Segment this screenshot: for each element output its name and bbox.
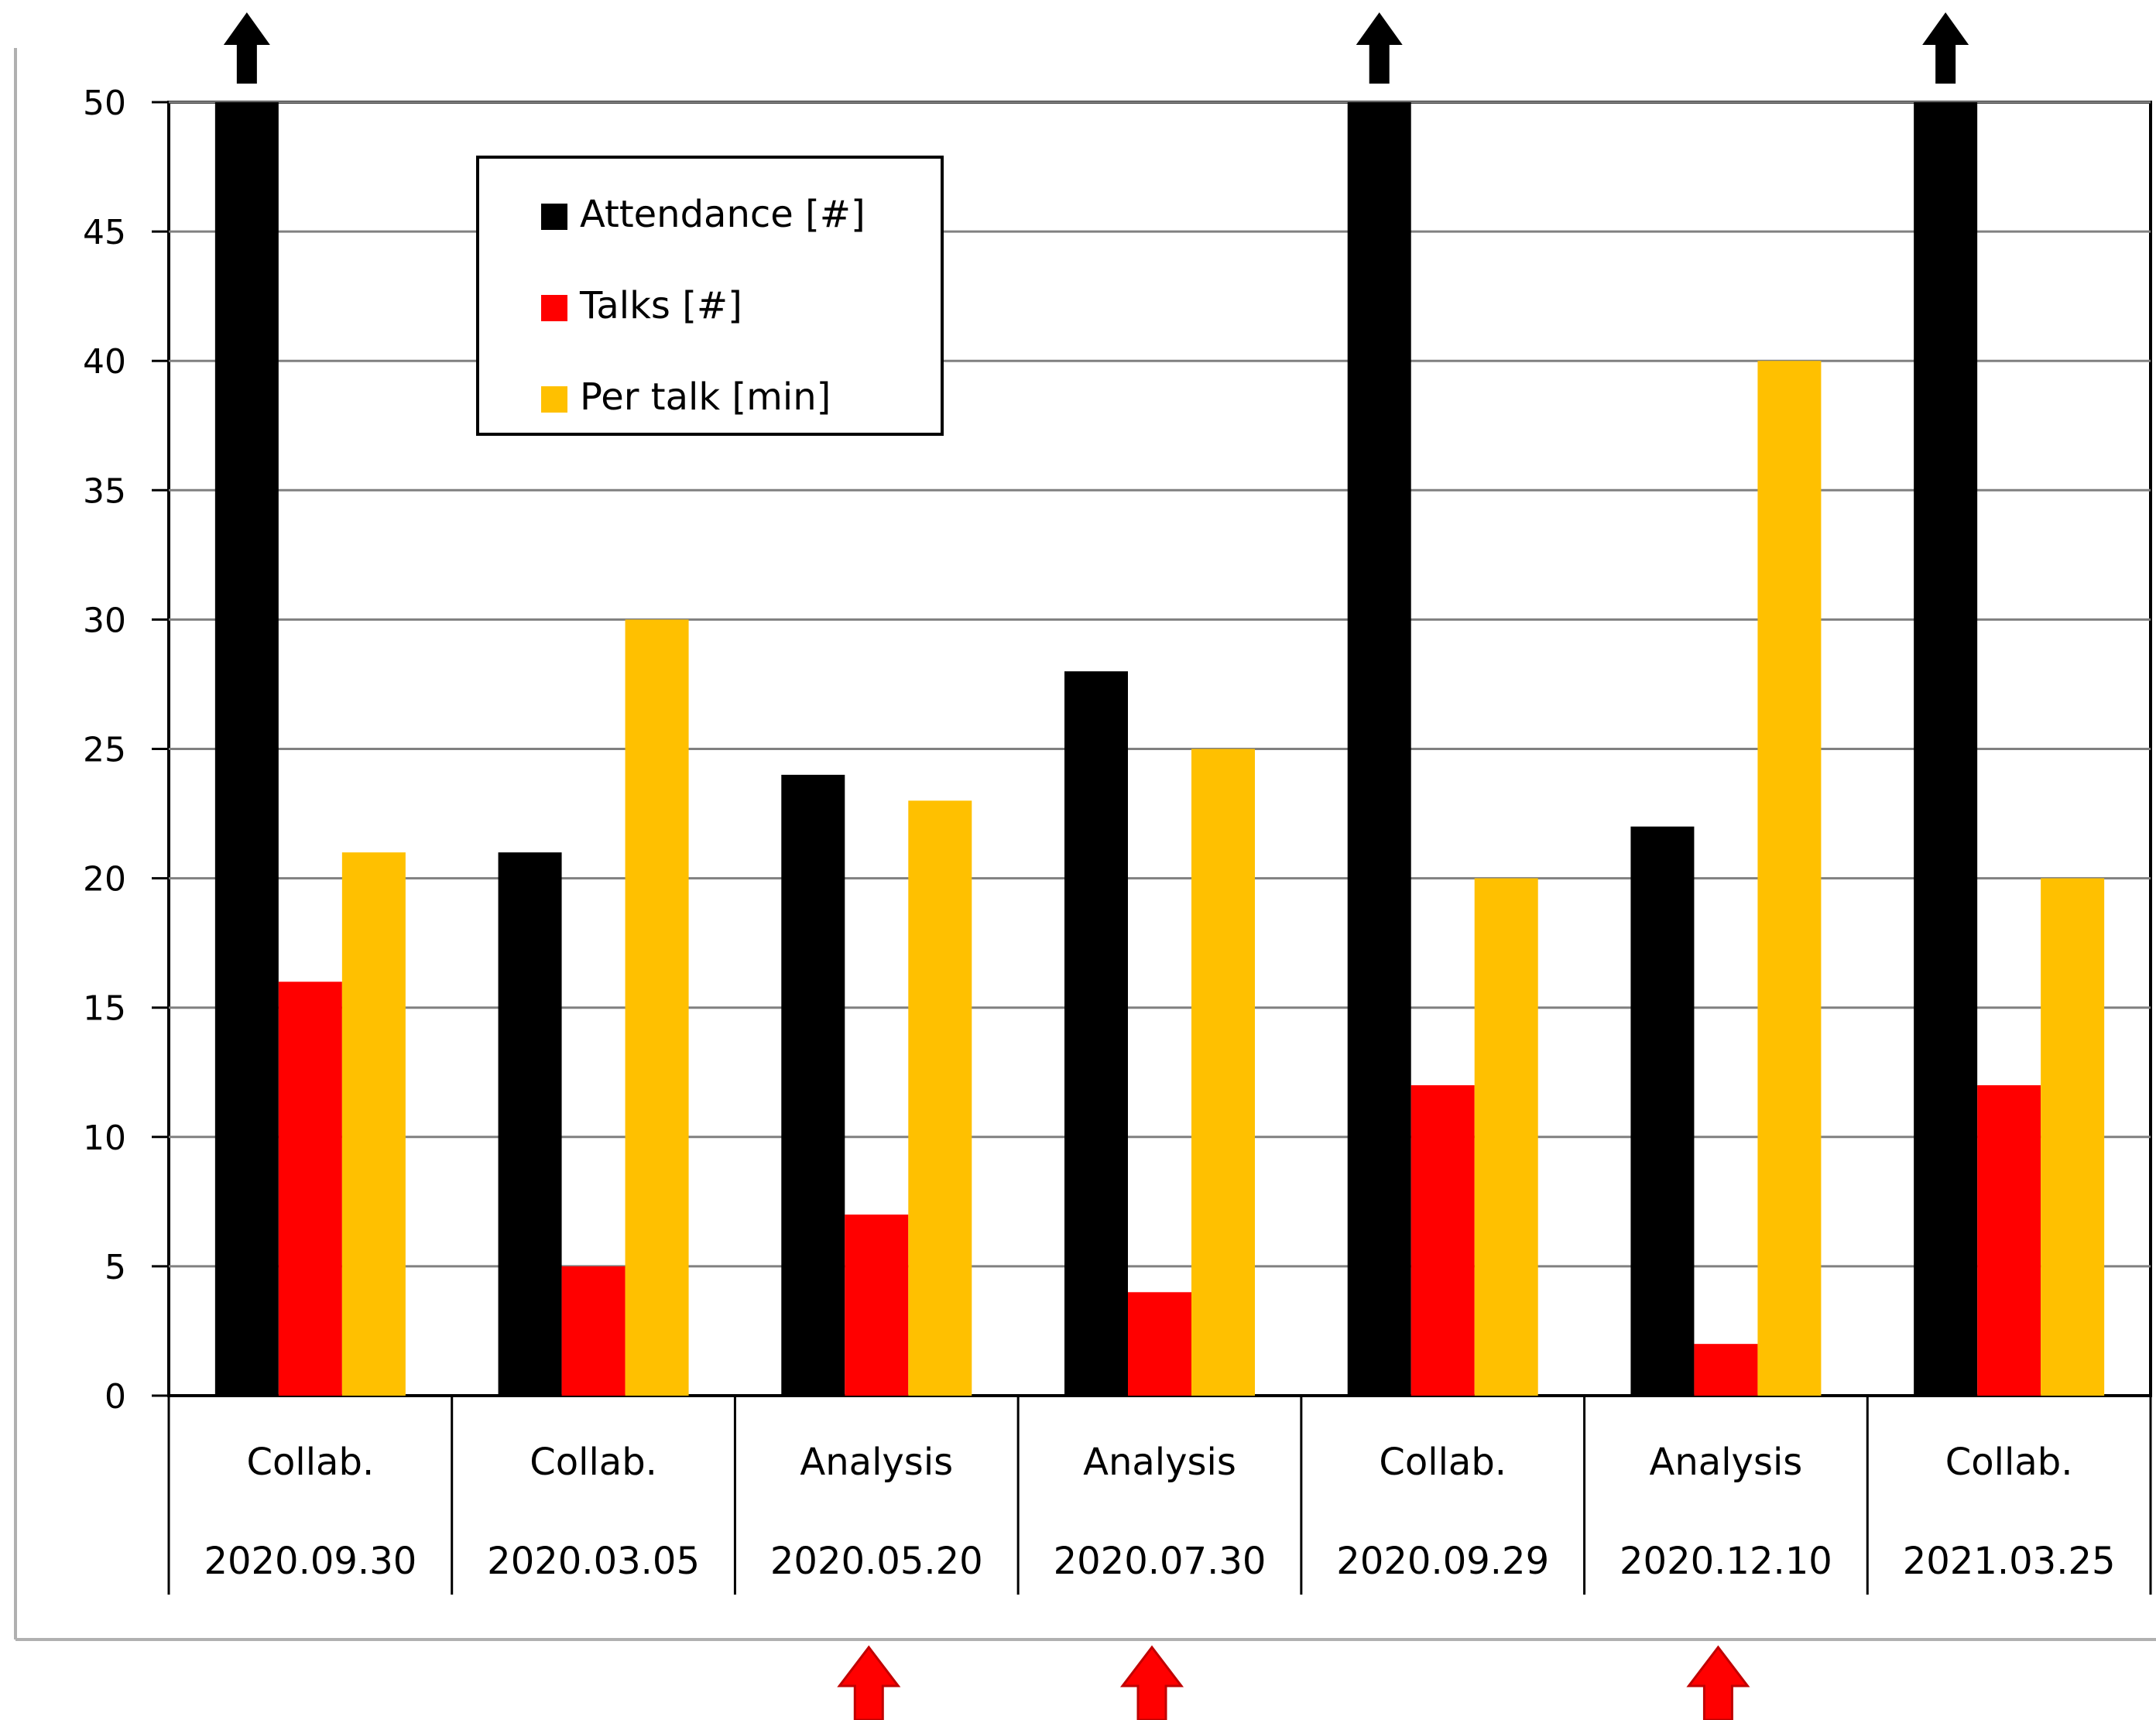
bar	[908, 800, 972, 1396]
bar	[1064, 671, 1128, 1396]
highlight-arrow	[1686, 1645, 1750, 1720]
bar	[341, 852, 406, 1396]
category-type-label: Analysis	[1083, 1441, 1236, 1484]
grid-lines	[169, 101, 2151, 1268]
highlight-arrow	[1119, 1645, 1184, 1720]
y-tick-label: 40	[83, 342, 126, 382]
y-tick-label: 50	[83, 84, 126, 123]
legend-label: Talks [#]	[579, 284, 742, 327]
legend-swatch	[541, 295, 567, 321]
category-date-label: 2020.09.30	[204, 1540, 416, 1583]
category-type-label: Analysis	[800, 1441, 953, 1484]
y-axis-ticks: 0 5 10 15 20 25 30 35 40 45 50	[83, 84, 169, 1417]
bar	[1191, 749, 1255, 1396]
y-tick-label: 45	[83, 213, 126, 252]
category-date-label: 2020.07.30	[1054, 1540, 1267, 1583]
y-tick-label: 15	[83, 989, 126, 1029]
bar	[214, 102, 279, 1396]
bar	[845, 1215, 909, 1396]
bar	[278, 982, 342, 1396]
highlight-arrow	[837, 1645, 901, 1720]
legend-swatch	[541, 204, 567, 230]
bar	[1914, 102, 1978, 1396]
y-tick-label: 30	[83, 601, 126, 640]
bar	[1128, 1292, 1191, 1396]
legend-label: Per talk [min]	[580, 375, 831, 419]
category-date-label: 2021.03.25	[1903, 1540, 2116, 1583]
bar	[1977, 1084, 2041, 1396]
overflow-arrow	[223, 12, 270, 84]
bar	[1630, 826, 1695, 1396]
category-type-label: Collab.	[1379, 1441, 1506, 1484]
legend: Attendance [#] Talks [#] Per talk [min]	[476, 156, 944, 436]
category-type-label: Collab.	[530, 1441, 657, 1484]
y-tick-label: 5	[105, 1248, 126, 1287]
category-type-label: Collab.	[1945, 1441, 2073, 1484]
y-tick-label: 20	[83, 860, 126, 899]
highlight-arrows	[837, 1645, 1750, 1720]
bar	[1410, 1084, 1475, 1396]
category-date-label: 2020.12.10	[1620, 1540, 1832, 1583]
bar	[1347, 102, 1411, 1396]
overflow-arrows	[223, 12, 1969, 84]
category-date-label: 2020.05.20	[770, 1540, 983, 1583]
bar	[561, 1266, 626, 1396]
bar	[1757, 361, 1822, 1396]
bar	[1694, 1344, 1758, 1396]
bar	[625, 619, 689, 1396]
overflow-arrow	[1922, 12, 1969, 84]
bar	[1474, 878, 1538, 1396]
category-table: Collab. 2020.09.30 Collab. 2020.03.05 Analys…	[167, 1396, 2152, 1595]
y-tick-label: 10	[83, 1119, 126, 1158]
legend-label: Attendance [#]	[580, 193, 865, 236]
y-tick-label: 35	[83, 471, 126, 511]
bar	[781, 774, 845, 1396]
category-date-label: 2020.09.29	[1336, 1540, 1549, 1583]
category-date-label: 2020.03.05	[487, 1540, 700, 1583]
category-type-label: Collab.	[247, 1441, 375, 1484]
y-tick-label: 0	[105, 1377, 126, 1417]
bar	[2041, 878, 2105, 1396]
bars	[214, 102, 2105, 1396]
legend-swatch	[541, 386, 567, 413]
category-type-label: Analysis	[1650, 1441, 1803, 1484]
y-tick-label: 25	[83, 731, 126, 770]
bar	[498, 852, 562, 1396]
overflow-arrow	[1356, 12, 1403, 84]
